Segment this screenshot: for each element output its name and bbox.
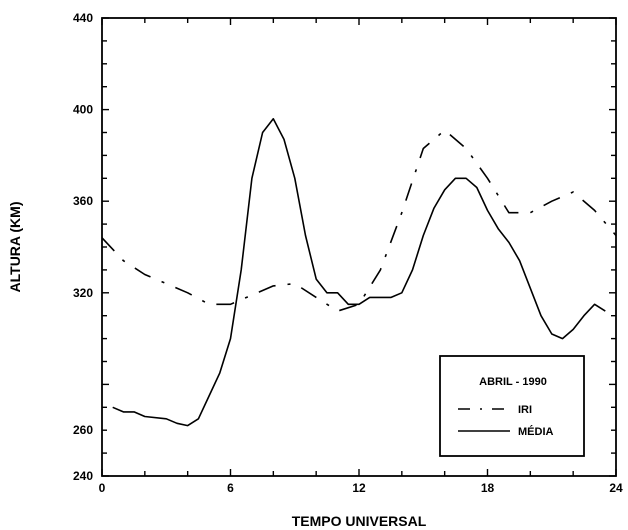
tick-labels: 0 6 12 18 24 240 260 320 360 400 440 bbox=[73, 11, 623, 495]
legend-media-label: MÉDIA bbox=[518, 425, 554, 438]
y-tick-label: 360 bbox=[73, 194, 93, 208]
y-tick-label: 400 bbox=[73, 103, 93, 117]
legend-box bbox=[439, 355, 585, 457]
x-tick-label: 24 bbox=[609, 481, 623, 495]
series-line-m-dia bbox=[112, 118, 606, 427]
axis-ticks bbox=[101, 17, 617, 477]
y-tick-label: 440 bbox=[73, 11, 93, 25]
series-layer bbox=[101, 118, 617, 427]
y-tick-label: 240 bbox=[73, 469, 93, 483]
y-axis-title: ALTURA (KM) bbox=[7, 202, 23, 293]
x-axis-title: TEMPO UNIVERSAL bbox=[292, 513, 427, 529]
x-tick-label: 0 bbox=[99, 481, 106, 495]
y-tick-label: 260 bbox=[73, 423, 93, 437]
legend-iri-label: IRI bbox=[518, 404, 532, 416]
y-tick-label: 320 bbox=[73, 286, 93, 300]
series-line-iri bbox=[101, 129, 617, 312]
x-tick-label: 18 bbox=[481, 481, 495, 495]
x-tick-label: 12 bbox=[352, 481, 366, 495]
legend-title: ABRIL - 1990 bbox=[479, 376, 547, 388]
x-tick-label: 6 bbox=[227, 481, 234, 495]
legend: ABRIL - 1990 IRI MÉDIA bbox=[439, 355, 585, 457]
